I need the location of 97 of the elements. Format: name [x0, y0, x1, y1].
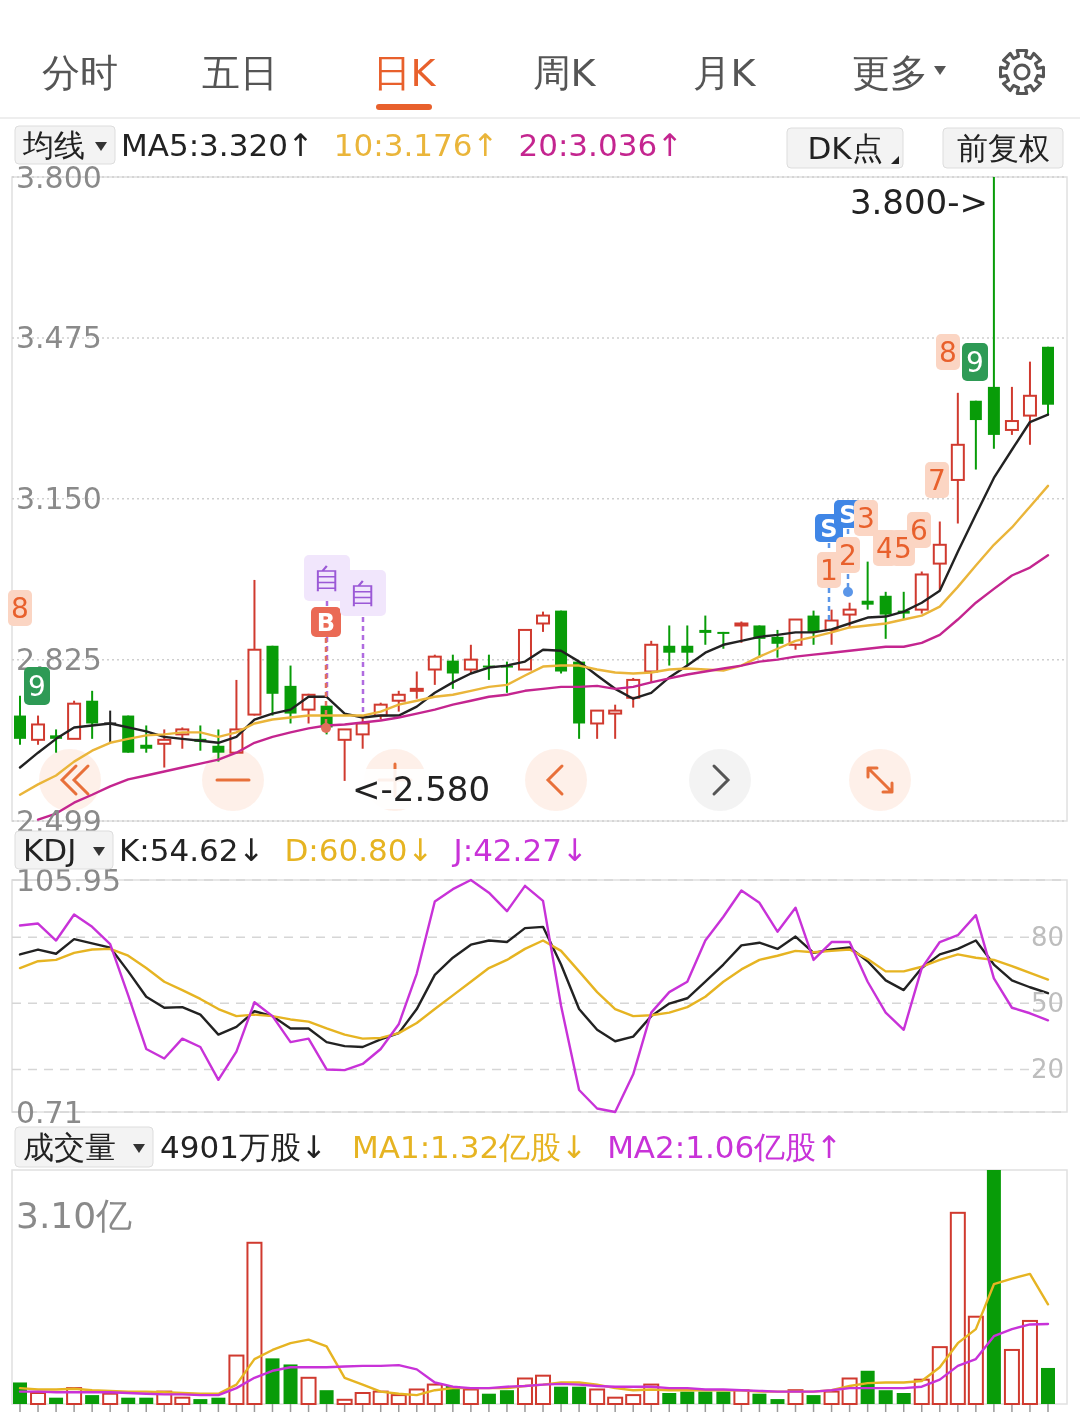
candlestick — [409, 670, 424, 700]
text: D:60.80↓ — [284, 832, 434, 868]
candlestick — [157, 728, 172, 769]
bar — [49, 1397, 64, 1404]
text: DK点 — [807, 130, 883, 166]
bar — [246, 1241, 263, 1405]
bar — [1003, 1348, 1020, 1405]
candlestick — [608, 703, 623, 740]
candlestick — [932, 520, 947, 592]
text: 更多 — [852, 51, 928, 95]
bar — [354, 1392, 371, 1405]
text: MA1:1.32亿股↓ — [352, 1129, 588, 1165]
bar — [193, 1399, 208, 1404]
bar — [823, 1390, 840, 1405]
candlestick — [807, 609, 820, 646]
bar — [967, 1315, 984, 1405]
bar — [390, 1394, 407, 1405]
bar — [85, 1395, 100, 1404]
bar — [102, 1392, 119, 1405]
candlestick — [427, 653, 442, 686]
candlestick — [391, 689, 406, 713]
bar — [607, 1396, 624, 1405]
text: 周K — [532, 51, 597, 95]
bar — [589, 1388, 606, 1405]
series-label: J:42.27↓ — [451, 832, 588, 868]
bar — [265, 1358, 280, 1404]
candlestick — [861, 560, 874, 611]
text: MA5:3.320↑ — [121, 127, 314, 163]
legend-title: 成交量 — [23, 1129, 116, 1165]
bar — [572, 1386, 587, 1404]
text: 前复权 — [956, 130, 1050, 166]
bar — [516, 1377, 533, 1405]
candlestick — [337, 728, 352, 782]
candlestick — [31, 714, 46, 746]
text: 4901万股↓ — [160, 1129, 327, 1165]
candlestick — [842, 601, 857, 629]
candlestick — [771, 628, 784, 659]
y-tick-label: 0.71 — [16, 1094, 83, 1130]
bar — [319, 1390, 334, 1404]
text: K:54.62↓ — [119, 832, 265, 868]
bar — [481, 1393, 496, 1404]
annotation: S — [839, 500, 857, 529]
bar — [283, 1364, 298, 1404]
candlestick — [663, 624, 676, 667]
candlestick — [86, 689, 99, 740]
bar — [625, 1394, 642, 1405]
annotation: S — [820, 514, 838, 543]
bar — [30, 1392, 47, 1405]
bar — [554, 1386, 569, 1404]
text: 分时 — [42, 51, 118, 95]
bar — [211, 1397, 226, 1404]
candlestick — [1004, 385, 1019, 436]
bar — [499, 1390, 514, 1404]
bar — [336, 1398, 353, 1405]
text: 五日 — [202, 51, 278, 95]
bar — [896, 1393, 911, 1404]
text: 20:3.036↑ — [518, 127, 684, 163]
annotation: 自 — [313, 562, 341, 596]
candlestick — [969, 399, 982, 471]
y-tick-label: 3.475 — [16, 320, 102, 356]
candlestick — [879, 590, 892, 640]
bar — [716, 1391, 731, 1404]
bar — [121, 1397, 136, 1404]
candlestick — [536, 610, 551, 633]
candlestick — [212, 728, 225, 763]
bar — [949, 1211, 966, 1405]
text: 日K — [372, 51, 437, 95]
bar — [139, 1397, 154, 1404]
candlestick — [14, 694, 26, 746]
annotation: 3.10亿 — [16, 1195, 133, 1236]
annotation: 3.800-> — [849, 182, 988, 222]
bar — [806, 1395, 821, 1404]
bar — [462, 1388, 479, 1405]
bar — [752, 1393, 767, 1404]
bar — [662, 1393, 677, 1404]
candlestick — [699, 614, 712, 646]
bar — [1021, 1319, 1038, 1405]
bar — [300, 1376, 317, 1405]
y-tick-label: 3.150 — [16, 481, 102, 517]
bar — [770, 1399, 785, 1404]
candlestick — [446, 653, 459, 690]
bar — [680, 1391, 695, 1404]
text: 月K — [692, 51, 757, 95]
bar — [878, 1390, 893, 1404]
text: 10:3.176↑ — [333, 127, 499, 163]
candlestick — [463, 643, 478, 675]
candlestick — [1022, 360, 1037, 446]
candlestick — [590, 709, 605, 740]
bar — [698, 1391, 713, 1404]
bar — [174, 1396, 191, 1405]
candlestick — [681, 624, 694, 667]
y2-tick-label: 80 — [1030, 922, 1064, 953]
y2-tick-label: 50 — [1030, 988, 1064, 1019]
y2-tick-label: 20 — [1030, 1054, 1064, 1085]
annotation: 自 — [349, 577, 377, 611]
text: MA2:1.06亿股↑ — [607, 1129, 843, 1165]
candlestick — [140, 724, 153, 754]
